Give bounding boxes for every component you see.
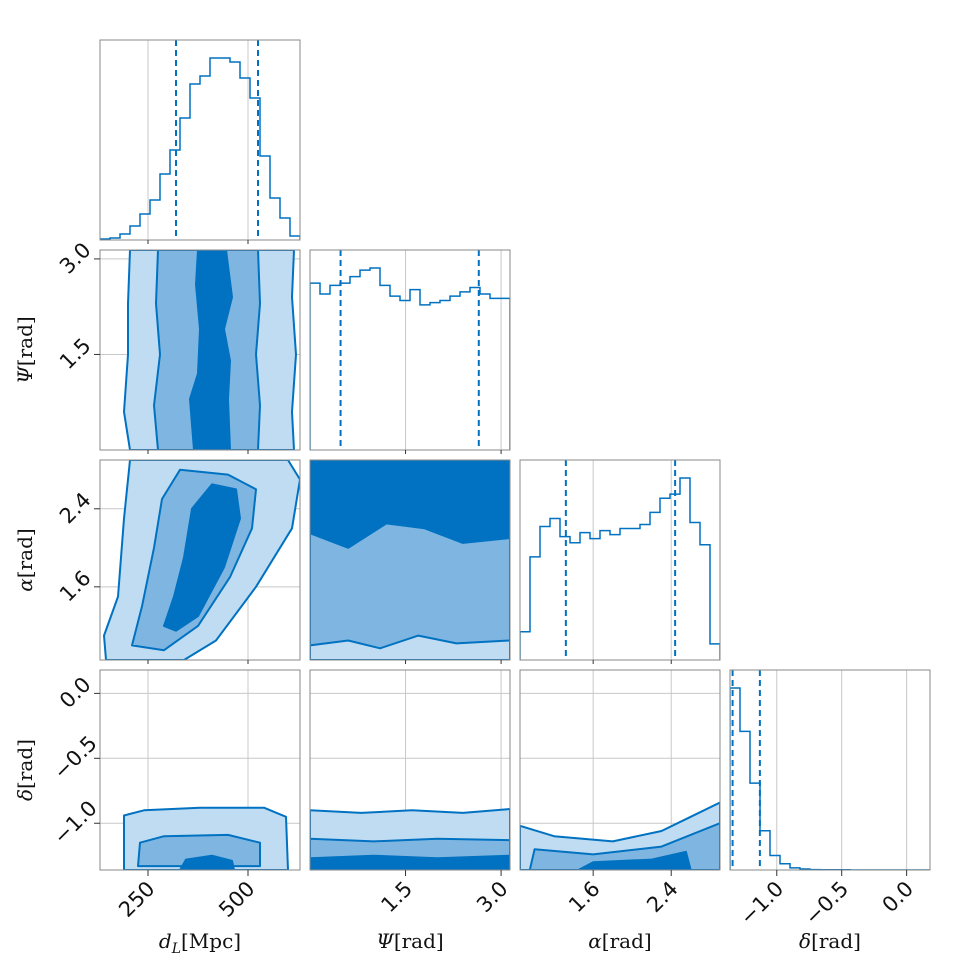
panel-frame: [729, 669, 931, 871]
x-tick-label-delta: 0.0: [878, 877, 919, 918]
histogram-alpha: [520, 477, 720, 660]
contour-level-3: [163, 483, 241, 632]
axis-labels: dL[Mpc] Ψ[rad] α[rad] δ[rad] Ψ[rad] α[rad] δ[r…: [13, 316, 861, 957]
y-tick-label-delta: 0.0: [55, 672, 96, 713]
x-tick-label-delta: −1.0: [735, 877, 788, 930]
histogram-dL: [100, 57, 300, 240]
x-tick-label-alpha: 2.4: [642, 877, 683, 918]
contour-level-3: [179, 854, 235, 870]
y-tick-label-delta: −1.0: [49, 796, 102, 849]
x-axis-label-delta: δ[rad]: [799, 929, 861, 953]
contour-panel-psi-alpha: [309, 459, 511, 661]
contour-panel-dL-psi: [99, 249, 301, 451]
contour-panel-dL-delta: [99, 669, 301, 871]
y-tick-label-alpha: 1.6: [55, 566, 96, 607]
contour-level-3: [577, 850, 692, 870]
y-axis-label-psi: Ψ[rad]: [13, 316, 37, 383]
contour-level-3: [310, 854, 510, 870]
contour-level-2: [137, 833, 261, 868]
x-axis-label-dL: dL[Mpc]: [159, 929, 241, 957]
panel-frame: [519, 459, 721, 661]
x-axis-label-alpha: α[rad]: [588, 929, 651, 953]
x-tick-label-alpha: 1.6: [564, 877, 605, 918]
histogram-panel-dL: [99, 39, 301, 241]
y-axis-label-delta: δ[rad]: [13, 739, 37, 801]
x-axis-label-psi: Ψ[rad]: [376, 929, 443, 953]
histogram-panel-alpha: [519, 459, 721, 661]
panel-frame: [309, 459, 511, 661]
contour-panel-dL-alpha: [99, 459, 301, 661]
panel-frame: [519, 669, 721, 871]
x-tick-label-dL: 500: [214, 877, 259, 922]
y-axis-label-alpha: α[rad]: [13, 528, 37, 591]
histogram-panel-delta: [729, 669, 931, 871]
panel-frame: [99, 39, 301, 241]
contour-panel-alpha-delta: [519, 669, 721, 871]
panel-frame: [99, 669, 301, 871]
y-tick-label-delta: −0.5: [49, 731, 102, 784]
contour-level-3: [310, 460, 510, 549]
contour-level-3: [189, 250, 233, 450]
panel-frame: [309, 669, 511, 871]
panel-frame: [99, 249, 301, 451]
y-tick-label-alpha: 2.4: [55, 488, 96, 529]
y-tick-label-psi: 3.0: [55, 238, 96, 279]
histogram-delta: [730, 687, 930, 870]
x-tick-label-psi: 1.5: [376, 877, 417, 918]
panel-frame: [309, 249, 511, 451]
x-tick-label-psi: 3.0: [472, 877, 513, 918]
y-tick-label-psi: 1.5: [55, 333, 96, 374]
x-tick-label-delta: −0.5: [800, 877, 853, 930]
panel-frame: [99, 459, 301, 661]
histogram-panel-psi: [309, 249, 511, 451]
x-tick-label-dL: 250: [114, 877, 159, 922]
contour-panel-psi-delta: [309, 669, 511, 871]
